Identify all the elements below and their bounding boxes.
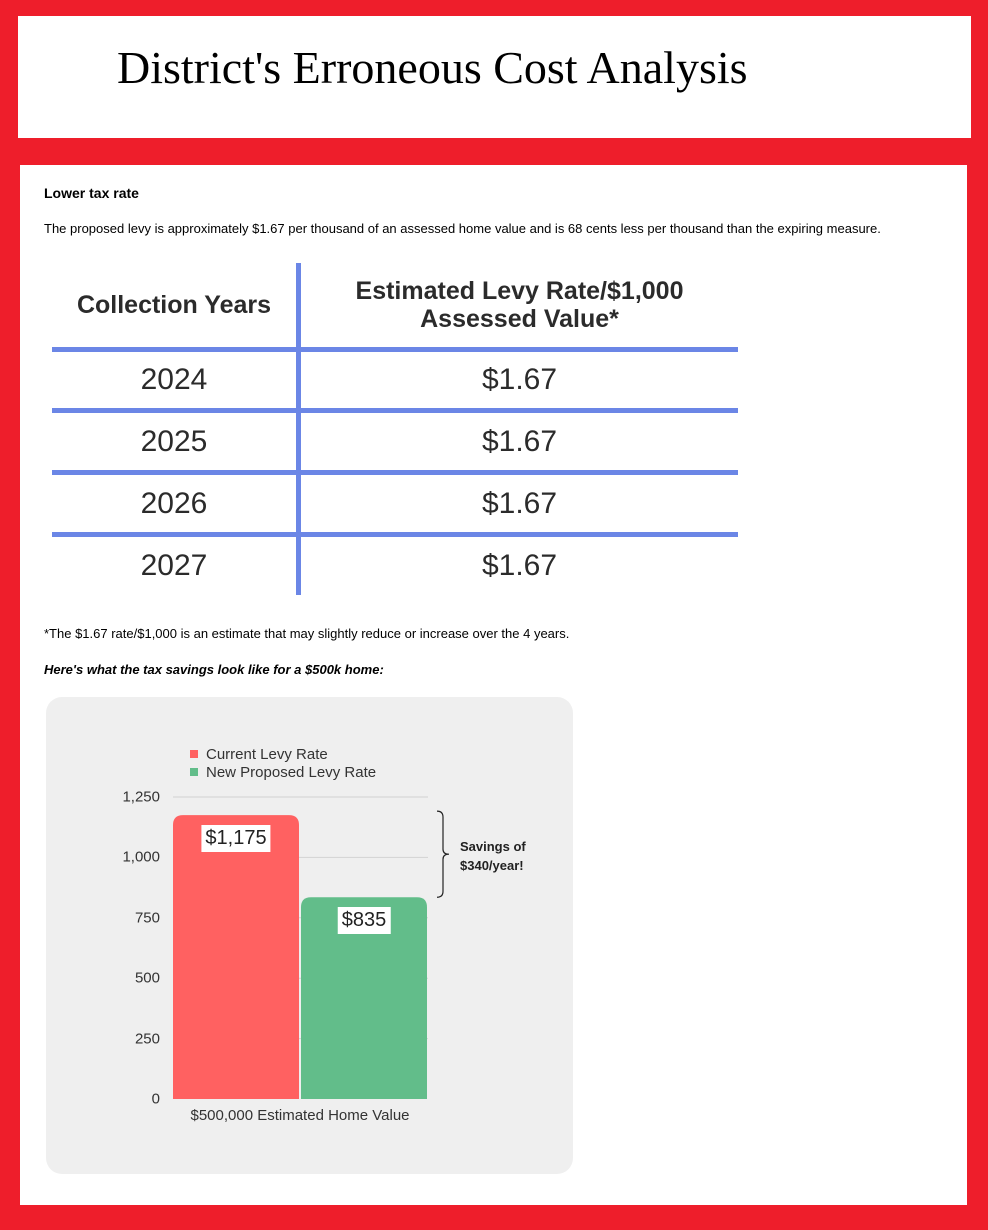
legend-label-proposed: New Proposed Levy Rate bbox=[206, 763, 377, 781]
chart-legend: Current Levy Rate New Proposed Levy Rate bbox=[190, 745, 376, 781]
content-panel: Lower tax rate The proposed levy is appr… bbox=[20, 165, 967, 1205]
table-divider bbox=[296, 263, 301, 595]
y-tick-label: 0 bbox=[151, 1090, 160, 1108]
bar-proposed-levy bbox=[301, 897, 427, 1099]
legend-label-current: Current Levy Rate bbox=[206, 745, 328, 763]
data-label-proposed: $835 bbox=[337, 907, 391, 935]
table-row-year: 2027 bbox=[140, 549, 208, 582]
section-heading: Lower tax rate bbox=[44, 185, 139, 201]
legend-item-proposed: New Proposed Levy Rate bbox=[190, 763, 376, 781]
bar-current-levy bbox=[173, 815, 299, 1099]
data-label-current: $1,175 bbox=[201, 825, 271, 853]
savings-annotation: Savings of $340/year! bbox=[460, 837, 526, 875]
table-header-years: Collection Years bbox=[76, 291, 272, 319]
chart-canvas bbox=[173, 796, 450, 1099]
y-tick-label: 1,000 bbox=[122, 848, 160, 866]
savings-chart: Current Levy Rate New Proposed Levy Rate… bbox=[46, 697, 573, 1174]
table-row-rate: $1.67 bbox=[481, 486, 558, 520]
levy-rate-table: Collection Years Estimated Levy Rate/$1,… bbox=[52, 263, 738, 595]
title-banner: District's Erroneous Cost Analysis bbox=[18, 16, 971, 138]
table-row-rate: $1.67 bbox=[481, 424, 558, 458]
chart-lead-text: Here's what the tax savings look like fo… bbox=[44, 662, 384, 677]
table-rule bbox=[52, 408, 738, 413]
y-tick-label: 250 bbox=[134, 1030, 160, 1048]
table-row-year: 2025 bbox=[140, 424, 208, 458]
savings-annotation-line: $340/year! bbox=[460, 858, 524, 873]
table-rule bbox=[52, 347, 738, 352]
table-row-rate: $1.67 bbox=[481, 549, 558, 582]
legend-swatch-proposed bbox=[190, 768, 198, 776]
y-tick-label: 500 bbox=[134, 969, 160, 987]
savings-annotation-line: Savings of bbox=[460, 839, 526, 854]
table-row-year: 2026 bbox=[140, 486, 208, 520]
page-title: District's Erroneous Cost Analysis bbox=[117, 42, 748, 93]
table-rule bbox=[52, 532, 738, 537]
table-rule bbox=[52, 470, 738, 475]
savings-brace bbox=[436, 810, 450, 898]
legend-item-current: Current Levy Rate bbox=[190, 745, 376, 763]
legend-swatch-current bbox=[190, 750, 198, 758]
intro-paragraph: The proposed levy is approximately $1.67… bbox=[44, 221, 881, 236]
table-row-rate: $1.67 bbox=[481, 363, 558, 396]
table-row-year: 2024 bbox=[140, 363, 208, 396]
x-category-label: $500,000 Estimated Home Value bbox=[190, 1107, 410, 1124]
y-tick-label: 750 bbox=[134, 909, 160, 927]
y-tick-label: 1,250 bbox=[122, 788, 160, 806]
table-header-rate: Estimated Levy Rate/$1,000 Assessed Valu… bbox=[355, 277, 684, 333]
table-footnote: *The $1.67 rate/$1,000 is an estimate th… bbox=[44, 626, 570, 641]
